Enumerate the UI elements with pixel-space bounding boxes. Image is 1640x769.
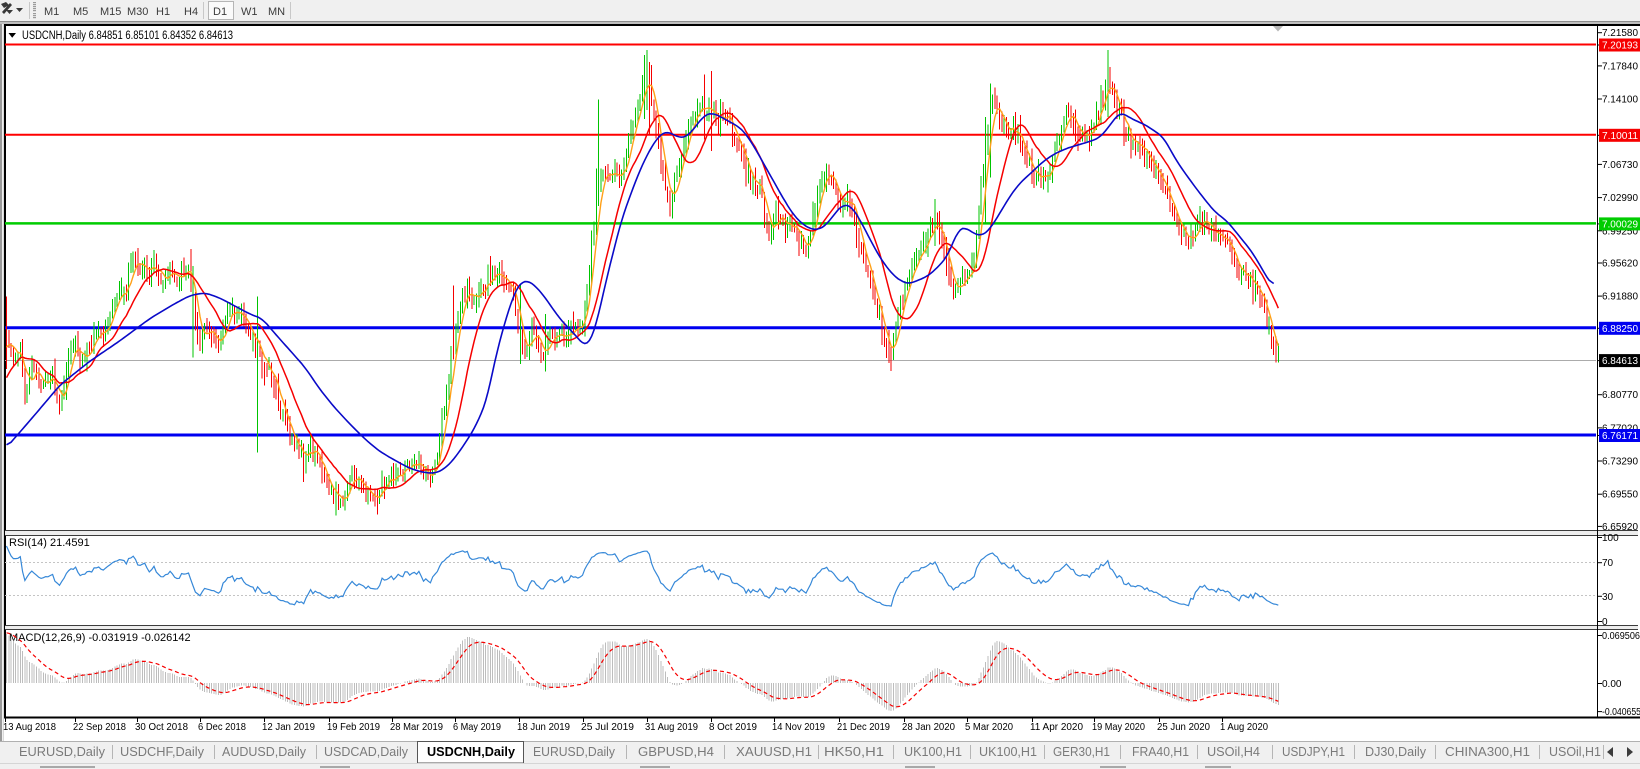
svg-text:UK100,H1: UK100,H1 [904, 745, 962, 759]
svg-text:1 Aug 2020: 1 Aug 2020 [1220, 721, 1268, 733]
svg-text:6 May 2019: 6 May 2019 [453, 721, 501, 733]
svg-text:M15: M15 [100, 6, 121, 18]
svg-text:6.65920: 6.65920 [1602, 522, 1638, 533]
svg-text:19 May 2020: 19 May 2020 [1092, 721, 1145, 733]
svg-text:30: 30 [1602, 592, 1614, 603]
svg-text:6.80770: 6.80770 [1602, 390, 1638, 401]
svg-text:DJ30,Daily: DJ30,Daily [1365, 745, 1427, 759]
svg-text:USOil,H1: USOil,H1 [1549, 745, 1601, 759]
svg-text:FRA40,H1: FRA40,H1 [1132, 745, 1189, 759]
svg-text:22 Sep 2018: 22 Sep 2018 [73, 721, 126, 733]
svg-text:7.21580: 7.21580 [1602, 28, 1638, 39]
svg-text:M1: M1 [44, 6, 59, 18]
svg-text:M30: M30 [127, 6, 148, 18]
svg-text:6.69550: 6.69550 [1602, 490, 1638, 501]
svg-text:-0.040655: -0.040655 [1602, 707, 1640, 718]
svg-text:EURUSD,Daily: EURUSD,Daily [19, 745, 106, 759]
svg-text:0.069506: 0.069506 [1602, 631, 1640, 642]
svg-text:USDCNH,Daily: USDCNH,Daily [427, 745, 515, 759]
svg-text:USDCHF,Daily: USDCHF,Daily [120, 745, 205, 759]
svg-text:6.95620: 6.95620 [1602, 259, 1638, 270]
svg-text:31 Aug 2019: 31 Aug 2019 [645, 721, 698, 733]
svg-text:5 Mar 2020: 5 Mar 2020 [965, 721, 1013, 733]
svg-text:USDJPY,H1: USDJPY,H1 [1282, 745, 1345, 759]
svg-text:11 Apr 2020: 11 Apr 2020 [1030, 721, 1083, 733]
svg-text:7.14100: 7.14100 [1602, 95, 1638, 106]
svg-text:MACD(12,26,9) -0.031919 -0.026: MACD(12,26,9) -0.031919 -0.026142 [9, 632, 191, 644]
svg-text:7.10011: 7.10011 [1602, 131, 1638, 142]
svg-text:USDCAD,Daily: USDCAD,Daily [324, 745, 409, 759]
svg-text:6.77020: 6.77020 [1602, 423, 1638, 434]
svg-text:19 Feb 2019: 19 Feb 2019 [327, 721, 380, 733]
svg-text:25 Jun 2020: 25 Jun 2020 [1157, 721, 1210, 733]
svg-text:28 Mar 2019: 28 Mar 2019 [390, 721, 443, 733]
svg-text:UK100,H1: UK100,H1 [979, 745, 1037, 759]
svg-text:6.88250: 6.88250 [1602, 324, 1638, 335]
svg-text:12 Jan 2019: 12 Jan 2019 [262, 721, 315, 733]
svg-text:RSI(14) 21.4591: RSI(14) 21.4591 [9, 537, 90, 549]
svg-text:7.02990: 7.02990 [1602, 193, 1638, 204]
svg-text:14 Nov 2019: 14 Nov 2019 [772, 721, 825, 733]
svg-text:8 Oct 2019: 8 Oct 2019 [709, 721, 757, 733]
svg-text:7.06730: 7.06730 [1602, 160, 1638, 171]
svg-text:7.17840: 7.17840 [1602, 61, 1638, 72]
svg-text:0: 0 [1602, 617, 1608, 628]
svg-text:USDCNH,Daily 6.84851 6.85101: USDCNH,Daily 6.84851 6.85101 6.84352 6.8… [22, 30, 233, 42]
svg-text:18 Jun 2019: 18 Jun 2019 [517, 721, 570, 733]
svg-text:GBPUSD,H4: GBPUSD,H4 [638, 745, 714, 759]
svg-text:6.99250: 6.99250 [1602, 226, 1638, 237]
svg-text:6 Dec 2018: 6 Dec 2018 [198, 721, 246, 733]
svg-text:6.76171: 6.76171 [1602, 431, 1638, 442]
svg-text:GER30,H1: GER30,H1 [1053, 745, 1110, 759]
svg-text:100: 100 [1602, 533, 1619, 544]
svg-text:CHINA300,H1: CHINA300,H1 [1445, 745, 1530, 759]
svg-text:25 Jul 2019: 25 Jul 2019 [581, 721, 634, 733]
svg-text:D1: D1 [213, 6, 227, 18]
svg-text:M5: M5 [73, 6, 88, 18]
svg-text:XAUUSD,H1: XAUUSD,H1 [736, 745, 812, 759]
svg-text:H4: H4 [184, 6, 198, 18]
svg-text:6.73290: 6.73290 [1602, 457, 1638, 468]
svg-text:0.00: 0.00 [1602, 679, 1622, 690]
svg-text:30 Oct 2018: 30 Oct 2018 [135, 721, 188, 733]
svg-text:HK50,H1: HK50,H1 [824, 745, 884, 759]
svg-text:28 Jan 2020: 28 Jan 2020 [902, 721, 955, 733]
svg-text:7.20193: 7.20193 [1602, 41, 1638, 52]
svg-text:21 Dec 2019: 21 Dec 2019 [837, 721, 890, 733]
svg-text:7.00029: 7.00029 [1602, 219, 1638, 230]
svg-text:AUDUSD,Daily: AUDUSD,Daily [222, 745, 307, 759]
svg-text:W1: W1 [241, 6, 258, 18]
svg-text:13 Aug 2018: 13 Aug 2018 [3, 721, 56, 733]
svg-text:H1: H1 [156, 6, 170, 18]
svg-text:6.84613: 6.84613 [1602, 356, 1638, 367]
svg-text:70: 70 [1602, 558, 1614, 569]
svg-text:6.91880: 6.91880 [1602, 292, 1638, 303]
svg-text:EURUSD,Daily: EURUSD,Daily [533, 745, 616, 759]
svg-text:USOil,H4: USOil,H4 [1207, 745, 1260, 759]
svg-text:MN: MN [268, 6, 285, 18]
